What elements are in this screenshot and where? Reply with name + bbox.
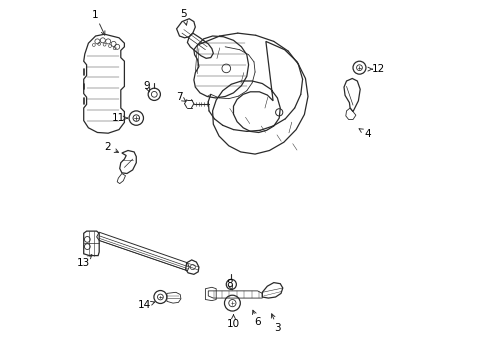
- Text: 3: 3: [274, 323, 281, 333]
- Text: 1: 1: [92, 10, 99, 21]
- Text: 10: 10: [227, 319, 240, 329]
- Text: 5: 5: [180, 9, 187, 19]
- Text: 9: 9: [144, 81, 150, 91]
- Text: 14: 14: [138, 300, 151, 310]
- Text: 8: 8: [226, 279, 233, 289]
- Text: 2: 2: [104, 142, 111, 152]
- Text: 4: 4: [364, 129, 371, 139]
- Text: 12: 12: [372, 64, 386, 74]
- Text: 6: 6: [254, 317, 261, 327]
- Text: 7: 7: [176, 92, 183, 102]
- Text: 13: 13: [77, 258, 90, 268]
- Text: 11: 11: [112, 113, 125, 123]
